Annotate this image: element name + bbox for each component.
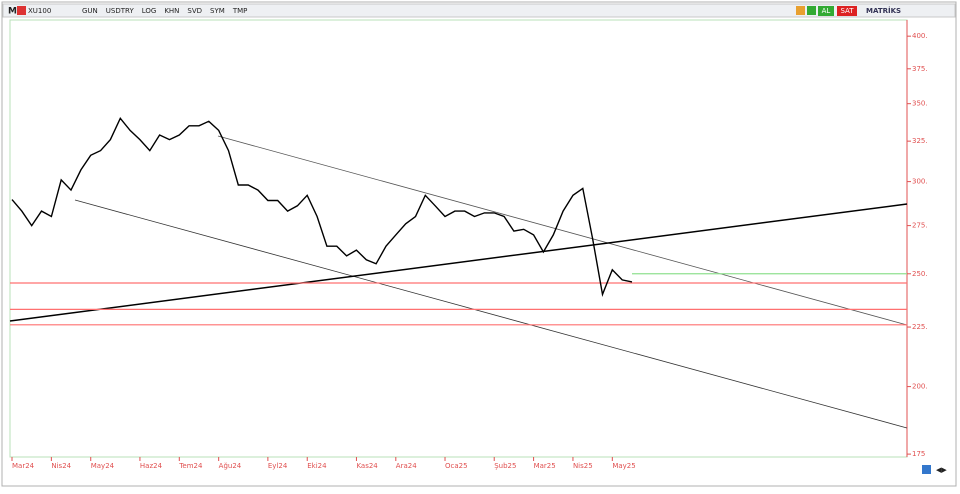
trend-line — [9, 203, 908, 322]
toolbar-button[interactable]: GUN — [82, 7, 98, 15]
x-tick-label: Nis24 — [51, 462, 71, 470]
brand: MATRİKS — [866, 6, 901, 15]
trend-line — [217, 135, 908, 326]
tool-icon[interactable] — [796, 6, 805, 15]
x-tick-label: Haz24 — [140, 462, 163, 470]
x-tick-label: Ara24 — [396, 462, 417, 470]
x-tick-label: May25 — [612, 462, 635, 470]
x-tick-label: Mar24 — [12, 462, 35, 470]
buy-button[interactable] — [818, 6, 834, 16]
x-tick-label: Nis25 — [573, 462, 593, 470]
nav-arrows[interactable]: ◀▶ — [936, 466, 947, 474]
logo: M — [8, 7, 17, 17]
y-tick-label: 300. — [912, 178, 928, 186]
sell-label[interactable]: SAT — [840, 7, 854, 15]
x-tick-label: Eyl24 — [268, 462, 288, 470]
x-tick-label: Kas24 — [356, 462, 378, 470]
price-line — [11, 116, 633, 297]
x-tick-label: Şub25 — [494, 462, 516, 470]
x-tick-label: Mar25 — [534, 462, 556, 470]
symbol[interactable]: XU100 — [28, 7, 51, 15]
y-tick-label: 350. — [912, 100, 928, 108]
trend-line — [74, 199, 908, 429]
toolbar — [2, 3, 956, 18]
y-tick-label: 200. — [912, 383, 928, 391]
x-tick-label: Oca25 — [445, 462, 468, 470]
symbol-icon[interactable] — [17, 6, 26, 15]
y-tick-label: 225. — [912, 323, 928, 331]
x-tick-label: May24 — [91, 462, 115, 470]
toolbar-button[interactable]: USDTRY — [106, 7, 135, 15]
toolbar-button[interactable]: SYM — [210, 7, 225, 15]
toolbar-button[interactable]: TMP — [232, 7, 248, 15]
window-frame — [1, 1, 957, 487]
toolbar-button[interactable]: SVD — [187, 7, 202, 15]
x-tick-label: Tem24 — [178, 462, 203, 470]
buy-label[interactable]: AL — [822, 7, 831, 15]
x-tick-label: Eki24 — [307, 462, 327, 470]
y-tick-label: 400. — [912, 32, 928, 40]
x-tick-label: Ağu24 — [219, 462, 242, 470]
tool-icon[interactable] — [807, 6, 816, 15]
y-tick-label: 175 — [912, 450, 925, 458]
sell-button[interactable] — [837, 6, 857, 16]
y-tick-label: 250. — [912, 270, 928, 278]
nav-icon[interactable] — [922, 465, 931, 474]
y-tick-label: 375. — [912, 65, 928, 73]
toolbar-button[interactable]: LOG — [142, 7, 157, 15]
y-tick-label: 325. — [912, 137, 928, 145]
y-tick-label: 275. — [912, 222, 928, 230]
toolbar-button[interactable]: KHN — [164, 7, 179, 15]
